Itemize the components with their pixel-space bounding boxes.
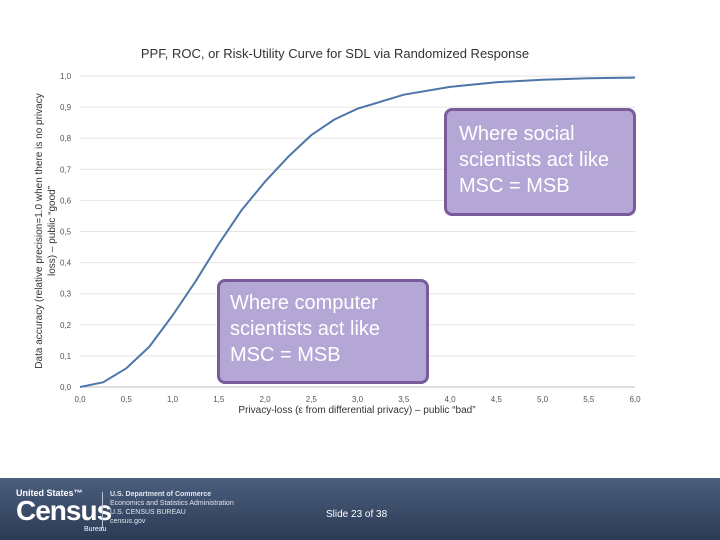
y-axis-label-line2: loss) – public “good” <box>47 186 58 276</box>
y-tick-label: 0,7 <box>60 165 72 174</box>
y-tick-label: 0,5 <box>60 228 72 237</box>
x-tick-label: 6,0 <box>629 395 641 404</box>
series-line <box>79 76 636 388</box>
agency-website: census.gov <box>110 518 146 525</box>
slide-number: Slide 23 of 38 <box>326 509 388 520</box>
census-logo: United States™ Census Bureau <box>16 488 112 533</box>
y-tick-labels: 0,0 0,1 0,2 0,3 0,4 0,5 0,6 0,7 0,8 0,9 1,0 <box>60 72 72 392</box>
y-tick-label: 1,0 <box>60 72 72 81</box>
x-tick-label: 2,0 <box>259 395 271 404</box>
logo-census: Census <box>16 495 112 526</box>
y-tick-label: 0,9 <box>60 103 72 112</box>
y-tick-label: 0,4 <box>60 259 72 268</box>
x-tick-label: 4,5 <box>491 395 503 404</box>
x-axis-label: Privacy-loss (ε from differential privac… <box>238 405 475 416</box>
y-tick-label: 0,8 <box>60 134 72 143</box>
agency-department: U.S. Department of Commerce <box>110 491 212 498</box>
y-tick-label: 0,6 <box>60 196 72 205</box>
x-tick-labels: 0,0 0,5 1,0 1,5 2,0 2,5 3,0 3,5 4,0 4,5 5,0 5,5 6,0 <box>74 395 641 404</box>
chart-title: PPF, ROC, or Risk-Utility Curve for SDL … <box>141 46 529 61</box>
chart-grid <box>80 75 635 388</box>
y-tick-label: 0,3 <box>60 290 72 299</box>
y-tick-label: 0,1 <box>60 352 72 361</box>
x-tick-label: 4,0 <box>444 395 456 404</box>
x-tick-label: 3,5 <box>398 395 410 404</box>
x-tick-label: 1,5 <box>213 395 225 404</box>
agency-bureau: U.S. CENSUS BUREAU <box>110 509 186 516</box>
footer-divider <box>102 492 103 528</box>
agency-block: U.S. Department of Commerce Economics an… <box>110 490 234 526</box>
x-tick-label: 5,5 <box>583 395 595 404</box>
x-tick-label: 1,0 <box>167 395 179 404</box>
callout-social-scientists: Where social scientists act like MSC = M… <box>444 108 636 216</box>
y-axis-label-line1: Data accuracy (relative precision=1.0 wh… <box>34 93 45 368</box>
logo-bureau: Bureau <box>84 526 107 533</box>
risk-utility-chart: PPF, ROC, or Risk-Utility Curve for SDL … <box>34 46 641 416</box>
logo-united-states: United States™ <box>16 488 83 498</box>
x-tick-label: 3,0 <box>352 395 364 404</box>
x-tick-label: 0,0 <box>74 395 86 404</box>
x-tick-label: 2,5 <box>306 395 318 404</box>
callout-computer-scientists: Where computer scientists act like MSC =… <box>217 279 429 384</box>
x-tick-label: 5,0 <box>537 395 549 404</box>
footer-band: United States™ Census Bureau U.S. Depart… <box>0 478 720 540</box>
y-tick-label: 0,2 <box>60 321 72 330</box>
x-tick-label: 0,5 <box>121 395 133 404</box>
agency-esa: Economics and Statistics Administration <box>110 500 234 507</box>
y-tick-label: 0,0 <box>60 383 72 392</box>
